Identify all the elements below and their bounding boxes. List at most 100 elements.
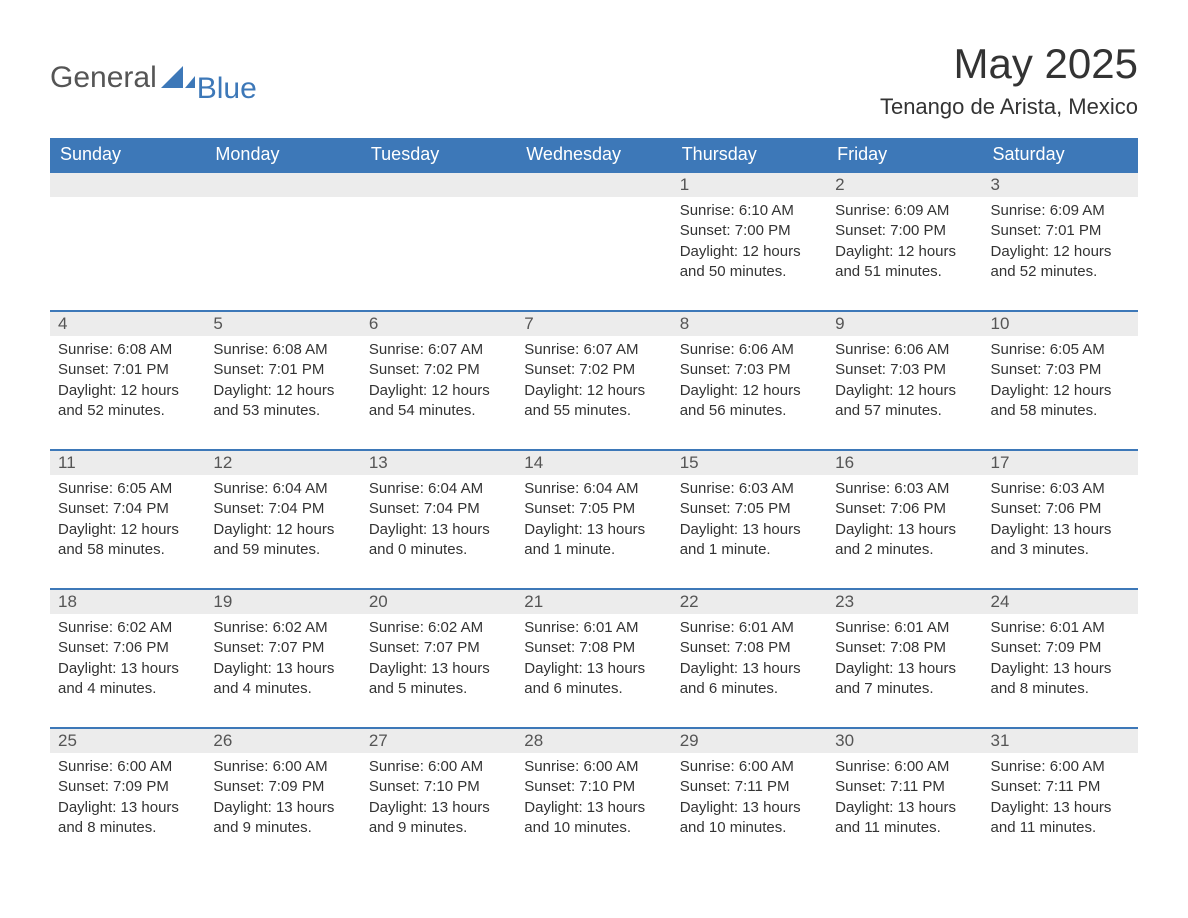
day-details: Sunrise: 6:00 AMSunset: 7:11 PMDaylight:… (827, 753, 982, 866)
daylight-text: Daylight: 13 hours and 10 minutes. (680, 798, 819, 839)
sunset-text: Sunset: 7:06 PM (835, 499, 974, 519)
sunset-text: Sunset: 7:05 PM (680, 499, 819, 519)
daylight-text: Daylight: 13 hours and 4 minutes. (213, 659, 352, 700)
day-details: Sunrise: 6:01 AMSunset: 7:08 PMDaylight:… (672, 614, 827, 727)
day-cell (205, 172, 360, 311)
weekday-thursday: Thursday (672, 138, 827, 172)
day-cell (516, 172, 671, 311)
day-cell: 23Sunrise: 6:01 AMSunset: 7:08 PMDayligh… (827, 589, 982, 728)
day-details: Sunrise: 6:07 AMSunset: 7:02 PMDaylight:… (516, 336, 671, 449)
empty-day-number (205, 173, 360, 197)
weekday-friday: Friday (827, 138, 982, 172)
sunrise-text: Sunrise: 6:02 AM (369, 618, 508, 638)
day-cell: 5Sunrise: 6:08 AMSunset: 7:01 PMDaylight… (205, 311, 360, 450)
day-details: Sunrise: 6:00 AMSunset: 7:09 PMDaylight:… (50, 753, 205, 866)
sunset-text: Sunset: 7:09 PM (58, 777, 197, 797)
day-number: 3 (983, 173, 1138, 197)
day-details: Sunrise: 6:04 AMSunset: 7:04 PMDaylight:… (205, 475, 360, 588)
week-row: 4Sunrise: 6:08 AMSunset: 7:01 PMDaylight… (50, 311, 1138, 450)
empty-day-number (516, 173, 671, 197)
day-cell: 13Sunrise: 6:04 AMSunset: 7:04 PMDayligh… (361, 450, 516, 589)
day-number: 14 (516, 451, 671, 475)
day-number: 29 (672, 729, 827, 753)
daylight-text: Daylight: 12 hours and 57 minutes. (835, 381, 974, 422)
day-cell: 1Sunrise: 6:10 AMSunset: 7:00 PMDaylight… (672, 172, 827, 311)
sunset-text: Sunset: 7:03 PM (991, 360, 1130, 380)
sunrise-text: Sunrise: 6:00 AM (369, 757, 508, 777)
daylight-text: Daylight: 13 hours and 9 minutes. (213, 798, 352, 839)
sunrise-text: Sunrise: 6:07 AM (369, 340, 508, 360)
day-cell (361, 172, 516, 311)
sunrise-text: Sunrise: 6:03 AM (680, 479, 819, 499)
daylight-text: Daylight: 12 hours and 54 minutes. (369, 381, 508, 422)
week-row: 18Sunrise: 6:02 AMSunset: 7:06 PMDayligh… (50, 589, 1138, 728)
sunset-text: Sunset: 7:08 PM (835, 638, 974, 658)
sunset-text: Sunset: 7:02 PM (369, 360, 508, 380)
daylight-text: Daylight: 13 hours and 10 minutes. (524, 798, 663, 839)
daylight-text: Daylight: 13 hours and 2 minutes. (835, 520, 974, 561)
day-number: 10 (983, 312, 1138, 336)
sunset-text: Sunset: 7:08 PM (524, 638, 663, 658)
sunrise-text: Sunrise: 6:04 AM (213, 479, 352, 499)
sunrise-text: Sunrise: 6:04 AM (369, 479, 508, 499)
sunset-text: Sunset: 7:04 PM (213, 499, 352, 519)
day-number: 15 (672, 451, 827, 475)
day-cell: 22Sunrise: 6:01 AMSunset: 7:08 PMDayligh… (672, 589, 827, 728)
sunset-text: Sunset: 7:03 PM (680, 360, 819, 380)
sunset-text: Sunset: 7:07 PM (213, 638, 352, 658)
sunrise-text: Sunrise: 6:09 AM (991, 201, 1130, 221)
day-number: 27 (361, 729, 516, 753)
day-cell: 27Sunrise: 6:00 AMSunset: 7:10 PMDayligh… (361, 728, 516, 866)
sunrise-text: Sunrise: 6:06 AM (835, 340, 974, 360)
day-cell: 30Sunrise: 6:00 AMSunset: 7:11 PMDayligh… (827, 728, 982, 866)
daylight-text: Daylight: 12 hours and 50 minutes. (680, 242, 819, 283)
day-cell: 16Sunrise: 6:03 AMSunset: 7:06 PMDayligh… (827, 450, 982, 589)
sunrise-text: Sunrise: 6:05 AM (991, 340, 1130, 360)
day-cell: 3Sunrise: 6:09 AMSunset: 7:01 PMDaylight… (983, 172, 1138, 311)
day-cell: 28Sunrise: 6:00 AMSunset: 7:10 PMDayligh… (516, 728, 671, 866)
day-details: Sunrise: 6:02 AMSunset: 7:07 PMDaylight:… (205, 614, 360, 727)
weekday-monday: Monday (205, 138, 360, 172)
day-details: Sunrise: 6:01 AMSunset: 7:08 PMDaylight:… (827, 614, 982, 727)
day-cell: 12Sunrise: 6:04 AMSunset: 7:04 PMDayligh… (205, 450, 360, 589)
day-cell (50, 172, 205, 311)
sunset-text: Sunset: 7:02 PM (524, 360, 663, 380)
day-cell: 15Sunrise: 6:03 AMSunset: 7:05 PMDayligh… (672, 450, 827, 589)
day-number: 28 (516, 729, 671, 753)
day-details: Sunrise: 6:06 AMSunset: 7:03 PMDaylight:… (827, 336, 982, 449)
empty-day-number (361, 173, 516, 197)
sunrise-text: Sunrise: 6:05 AM (58, 479, 197, 499)
sunset-text: Sunset: 7:08 PM (680, 638, 819, 658)
daylight-text: Daylight: 12 hours and 56 minutes. (680, 381, 819, 422)
day-details: Sunrise: 6:08 AMSunset: 7:01 PMDaylight:… (50, 336, 205, 449)
day-details: Sunrise: 6:05 AMSunset: 7:04 PMDaylight:… (50, 475, 205, 588)
day-cell: 2Sunrise: 6:09 AMSunset: 7:00 PMDaylight… (827, 172, 982, 311)
day-number: 6 (361, 312, 516, 336)
day-details: Sunrise: 6:00 AMSunset: 7:10 PMDaylight:… (516, 753, 671, 866)
daylight-text: Daylight: 13 hours and 6 minutes. (680, 659, 819, 700)
day-number: 19 (205, 590, 360, 614)
sunset-text: Sunset: 7:06 PM (58, 638, 197, 658)
day-number: 1 (672, 173, 827, 197)
day-number: 31 (983, 729, 1138, 753)
day-cell: 18Sunrise: 6:02 AMSunset: 7:06 PMDayligh… (50, 589, 205, 728)
calendar-body: 1Sunrise: 6:10 AMSunset: 7:00 PMDaylight… (50, 172, 1138, 866)
logo-text-blue: Blue (197, 72, 257, 106)
day-details: Sunrise: 6:00 AMSunset: 7:11 PMDaylight:… (983, 753, 1138, 866)
day-number: 30 (827, 729, 982, 753)
daylight-text: Daylight: 12 hours and 51 minutes. (835, 242, 974, 283)
day-cell: 8Sunrise: 6:06 AMSunset: 7:03 PMDaylight… (672, 311, 827, 450)
sunrise-text: Sunrise: 6:00 AM (58, 757, 197, 777)
day-number: 7 (516, 312, 671, 336)
day-number: 11 (50, 451, 205, 475)
title-block: May 2025 Tenango de Arista, Mexico (880, 40, 1138, 120)
weekday-sunday: Sunday (50, 138, 205, 172)
sunset-text: Sunset: 7:01 PM (213, 360, 352, 380)
daylight-text: Daylight: 13 hours and 6 minutes. (524, 659, 663, 700)
day-details: Sunrise: 6:03 AMSunset: 7:06 PMDaylight:… (983, 475, 1138, 588)
sunset-text: Sunset: 7:07 PM (369, 638, 508, 658)
daylight-text: Daylight: 12 hours and 53 minutes. (213, 381, 352, 422)
daylight-text: Daylight: 13 hours and 11 minutes. (991, 798, 1130, 839)
day-cell: 10Sunrise: 6:05 AMSunset: 7:03 PMDayligh… (983, 311, 1138, 450)
day-details: Sunrise: 6:04 AMSunset: 7:05 PMDaylight:… (516, 475, 671, 588)
